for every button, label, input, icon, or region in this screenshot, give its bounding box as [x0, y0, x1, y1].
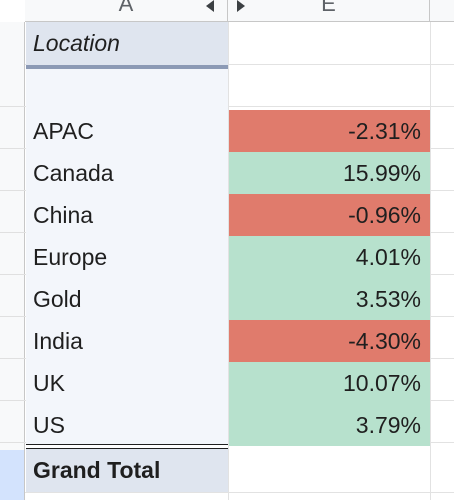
pivot-row-label[interactable]: Gold [33, 286, 82, 312]
selected-row-header[interactable] [0, 450, 24, 500]
pivot-row-label[interactable]: China [33, 202, 94, 228]
grid-line [228, 22, 229, 500]
row-header-divider [0, 190, 25, 191]
row-header-divider [0, 442, 25, 443]
row-header-divider [0, 316, 25, 317]
grid-line [25, 64, 454, 65]
pivot-row-value[interactable]: -4.30% [229, 320, 430, 362]
column-header-next[interactable] [430, 0, 454, 22]
pivot-row-label[interactable]: APAC [33, 118, 94, 144]
pivot-row-header-cell[interactable]: Location [26, 22, 228, 65]
grand-total-label: Grand Total [33, 457, 161, 483]
column-letter: A [118, 0, 134, 16]
pivot-row-label[interactable]: India [33, 328, 83, 354]
pivot-row-label[interactable]: UK [33, 370, 65, 396]
column-header-a[interactable]: A [25, 0, 228, 22]
pivot-row-value[interactable]: 4.01% [229, 236, 430, 278]
row-labels-background [26, 22, 228, 448]
pivot-row-value[interactable]: -0.96% [229, 194, 430, 236]
row-header-divider [0, 274, 25, 275]
pivot-row-value[interactable]: 10.07% [229, 362, 430, 404]
pivot-row-value[interactable]: -2.31% [229, 110, 430, 152]
grid-line [25, 106, 454, 107]
row-header-divider [0, 358, 25, 359]
row-header-divider [0, 232, 25, 233]
row-header-divider [0, 148, 25, 149]
row-header-strip[interactable] [0, 22, 25, 500]
hidden-columns-right-arrow-icon[interactable] [237, 0, 245, 12]
grand-total-cell[interactable]: Grand Total [26, 449, 228, 492]
grid-line [25, 492, 454, 493]
pivot-row-header-label: Location [33, 30, 120, 56]
grand-total-double-border [26, 444, 228, 449]
pivot-row-value[interactable]: 15.99% [229, 152, 430, 194]
pivot-row-value[interactable]: 3.53% [229, 278, 430, 320]
pivot-header-underline [26, 65, 228, 69]
pivot-row-label[interactable]: US [33, 412, 65, 438]
row-header-divider [0, 400, 25, 401]
row-header-divider [0, 106, 25, 107]
column-header-e[interactable]: E [228, 0, 430, 22]
column-letter: E [321, 0, 336, 16]
grid-line [430, 22, 431, 500]
pivot-row-label[interactable]: Europe [33, 244, 108, 270]
pivot-row-label[interactable]: Canada [33, 160, 114, 186]
pivot-row-value[interactable]: 3.79% [229, 404, 430, 446]
hidden-columns-left-arrow-icon[interactable] [206, 0, 214, 12]
